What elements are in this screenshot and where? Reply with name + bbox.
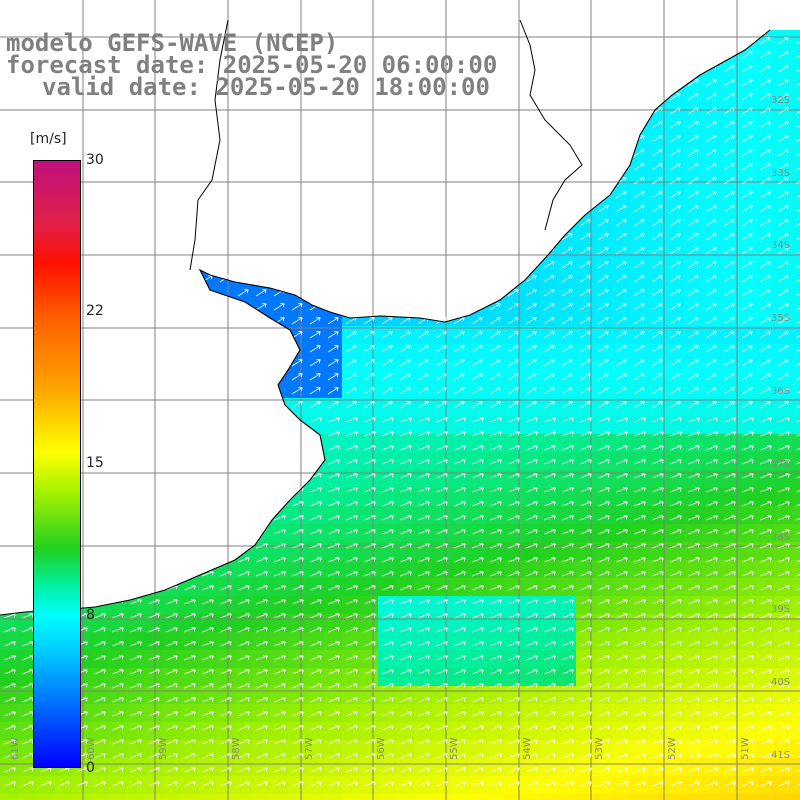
lat-label: 35S [771,313,791,324]
lon-label: 59W [158,737,169,760]
lon-label: 56W [376,737,387,760]
lat-label: 41S [771,750,791,761]
lon-label: 52W [667,737,678,760]
lat-label: 33S [771,168,791,179]
colorbar [33,160,81,768]
lat-label: 38S [771,532,791,543]
lat-label: 37S [771,459,791,470]
colorbar-tick: 22 [86,303,104,319]
colorbar-tick: 8 [86,607,95,623]
coastline [0,29,771,616]
lat-label: 32S [771,95,791,106]
lon-label: 55W [449,737,460,760]
land-area [0,0,800,615]
colorbar-unit-label: [m/s] [30,131,67,147]
lon-label: 60W [86,737,97,760]
lon-label: 57W [304,737,315,760]
lon-label: 61W [10,737,21,760]
colorbar-tick: 30 [86,152,104,168]
lon-label: 53W [594,737,605,760]
colorbar-tick: 0 [86,760,95,776]
border-line [189,19,229,271]
lat-label: 40S [771,677,791,688]
border-line [519,19,583,231]
lat-label: 39S [771,604,791,615]
lat-label: 34S [771,240,791,251]
lon-label: 58W [231,737,242,760]
lat-label: 36S [771,386,791,397]
valid-date-label: valid date: 2025-05-20 18:00:00 [42,73,490,101]
lon-label: 54W [522,737,533,760]
colorbar-tick: 15 [86,455,104,471]
model-title: modelo GEFS-WAVE (NCEP) [6,29,339,57]
lon-label: 51W [740,737,751,760]
forecast-date-label: forecast date: 2025-05-20 06:00:00 [6,51,498,79]
wind-arrows [3,23,800,787]
